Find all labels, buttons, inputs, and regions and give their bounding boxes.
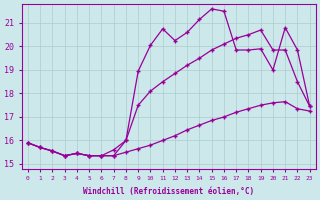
X-axis label: Windchill (Refroidissement éolien,°C): Windchill (Refroidissement éolien,°C) — [83, 187, 254, 196]
